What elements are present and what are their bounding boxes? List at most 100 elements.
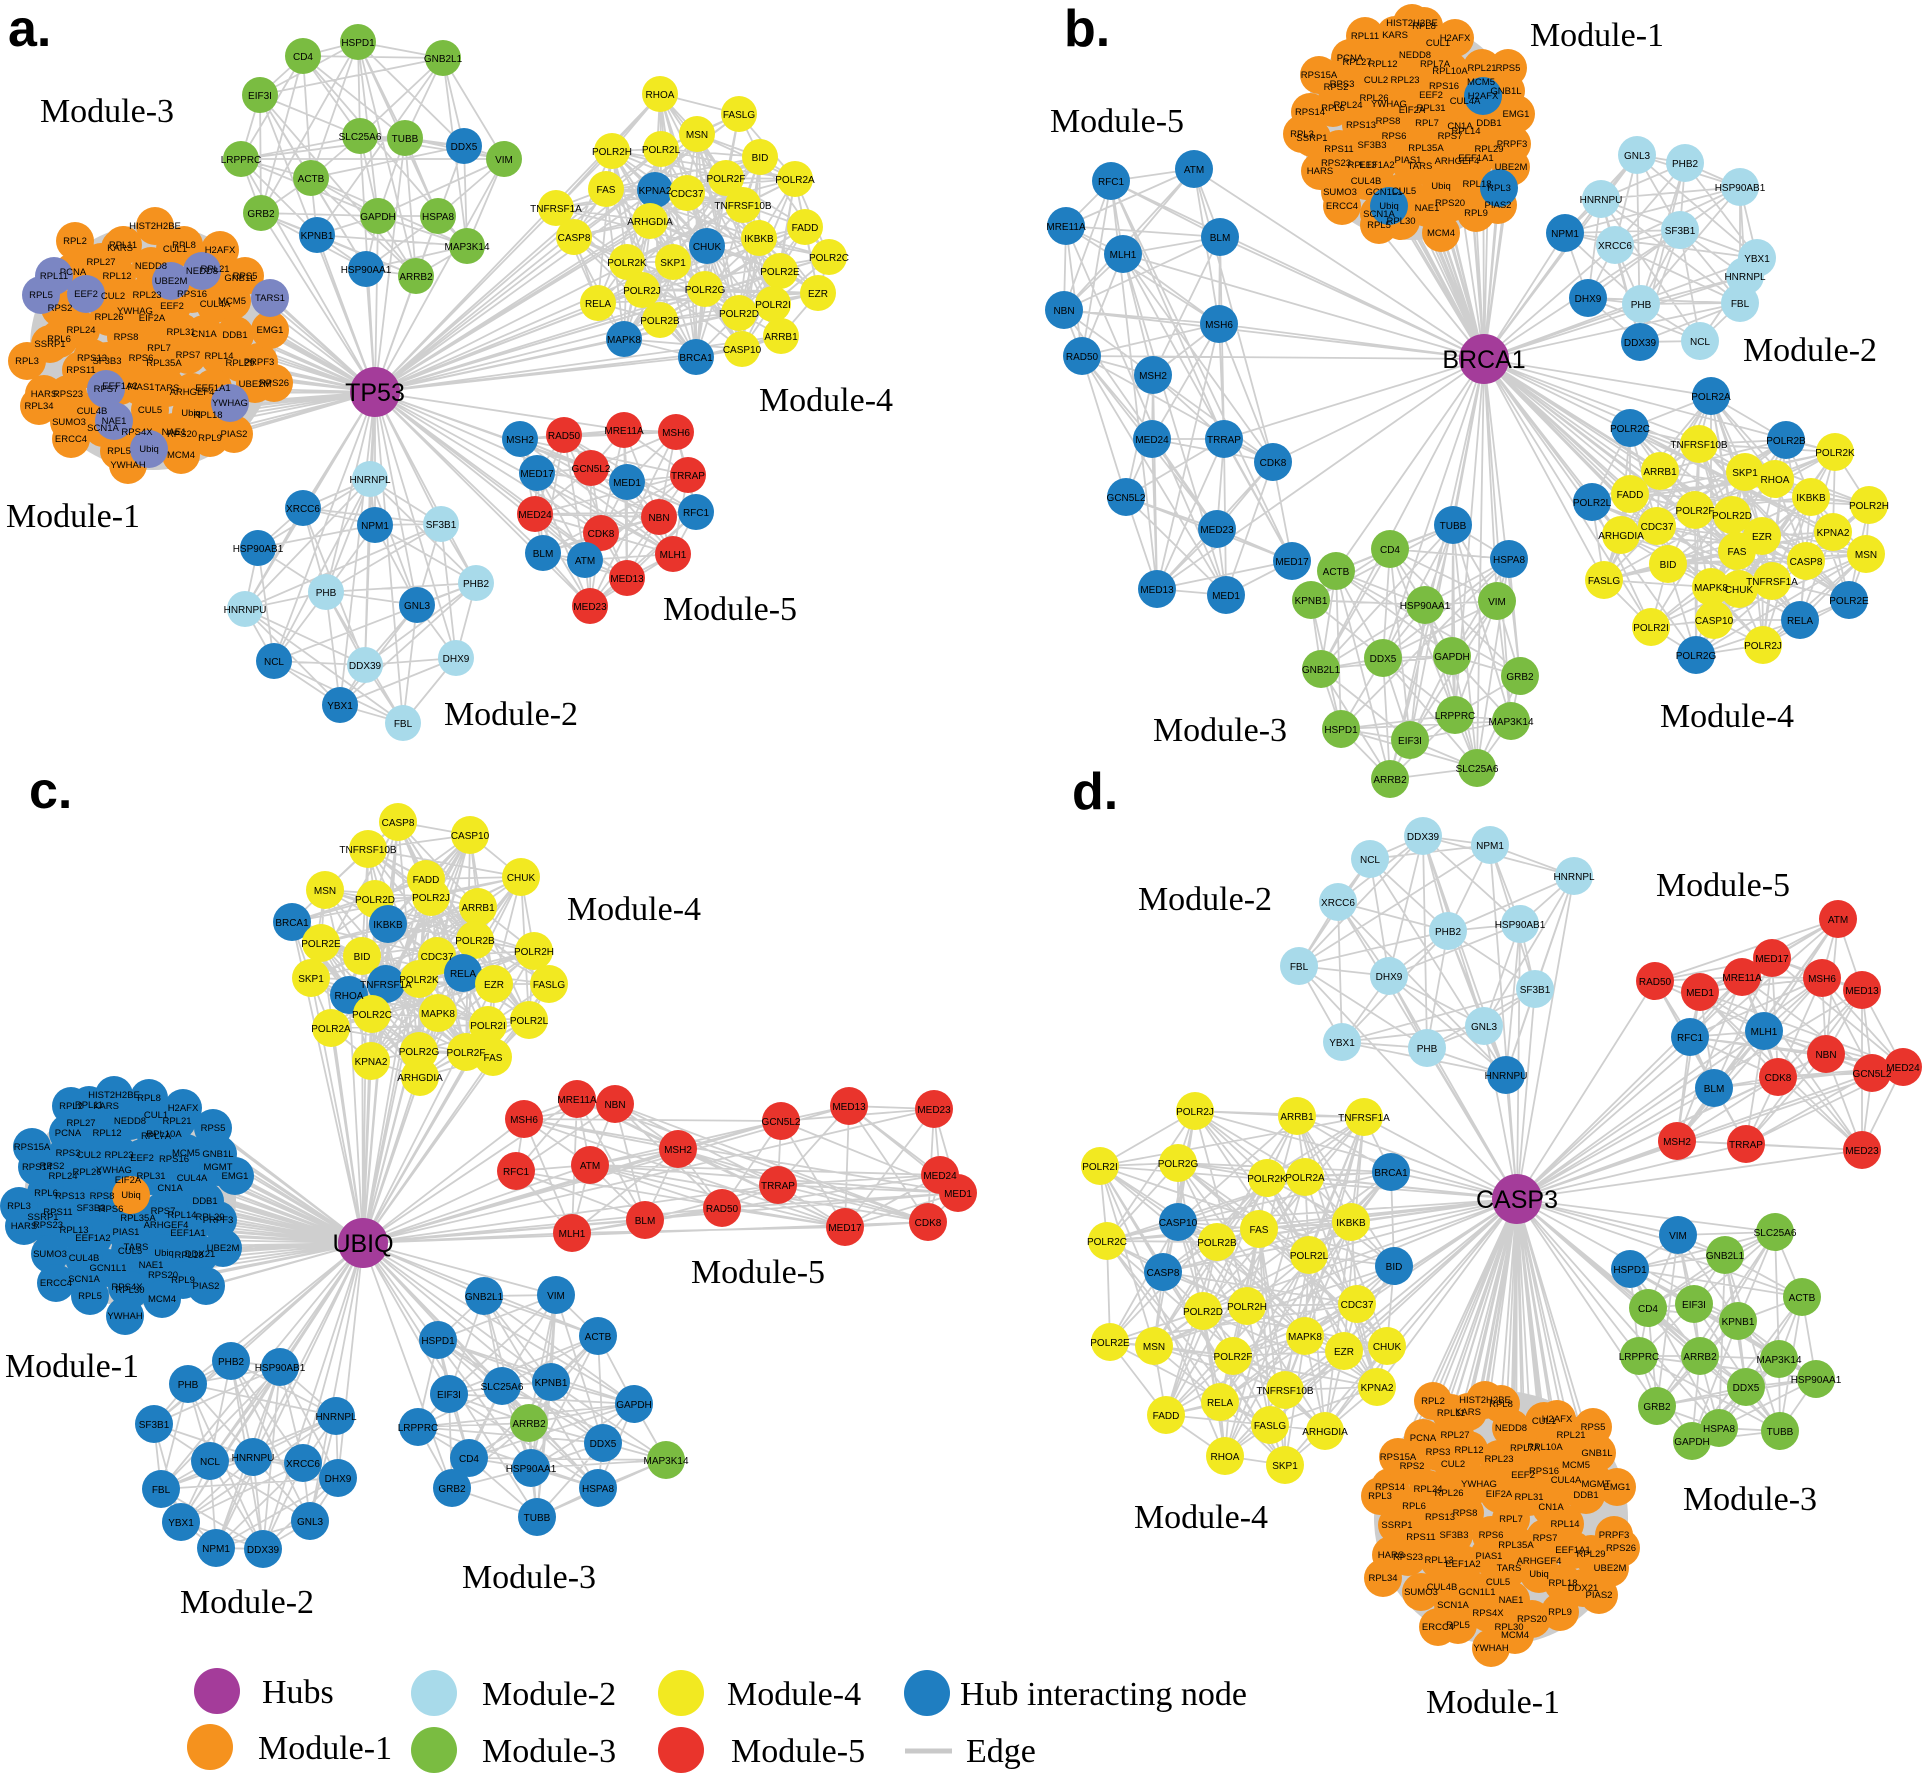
svg-text:EEF1A2: EEF1A2 bbox=[102, 381, 137, 392]
svg-text:ARRB1: ARRB1 bbox=[1280, 1112, 1314, 1123]
svg-text:GNL3: GNL3 bbox=[1471, 1022, 1498, 1033]
svg-text:PCNA: PCNA bbox=[1337, 53, 1364, 64]
svg-text:HSP90AA1: HSP90AA1 bbox=[1400, 601, 1451, 612]
svg-text:DDB1: DDB1 bbox=[1573, 1490, 1598, 1501]
svg-text:RPS11: RPS11 bbox=[43, 1207, 72, 1218]
svg-text:MSN: MSN bbox=[686, 130, 708, 141]
svg-text:MAP3K14: MAP3K14 bbox=[444, 242, 489, 253]
svg-text:MRE11A: MRE11A bbox=[604, 426, 644, 437]
svg-text:POLR2F: POLR2F bbox=[707, 174, 746, 185]
svg-text:b.: b. bbox=[1064, 0, 1110, 58]
svg-text:FADD: FADD bbox=[413, 875, 440, 886]
svg-text:ARRB2: ARRB2 bbox=[1373, 775, 1407, 786]
svg-text:HNRNPU: HNRNPU bbox=[1485, 1071, 1528, 1082]
svg-text:HSPD1: HSPD1 bbox=[1613, 1265, 1647, 1276]
svg-text:HNRNPU: HNRNPU bbox=[224, 605, 267, 616]
svg-text:MED13: MED13 bbox=[1140, 585, 1174, 596]
svg-text:POLR2H: POLR2H bbox=[1849, 501, 1889, 512]
svg-text:MCM5: MCM5 bbox=[218, 296, 246, 307]
svg-text:SUMO3: SUMO3 bbox=[1404, 1587, 1438, 1598]
svg-text:RPL3: RPL3 bbox=[1487, 183, 1511, 194]
svg-text:RPS8: RPS8 bbox=[90, 1191, 115, 1202]
svg-text:TRRAP: TRRAP bbox=[1207, 435, 1241, 446]
svg-text:RPS3: RPS3 bbox=[1426, 1447, 1451, 1458]
svg-text:RAD50: RAD50 bbox=[1639, 977, 1672, 988]
svg-text:TARS: TARS bbox=[155, 383, 180, 394]
svg-text:NEDD8: NEDD8 bbox=[114, 1116, 146, 1127]
svg-text:Module-3: Module-3 bbox=[482, 1733, 616, 1770]
svg-text:ARHGDIA: ARHGDIA bbox=[1598, 531, 1644, 542]
svg-text:ARHGEF4: ARHGEF4 bbox=[144, 1220, 189, 1231]
svg-text:POLR2K: POLR2K bbox=[1247, 1174, 1287, 1185]
svg-text:SF3B1: SF3B1 bbox=[139, 1420, 170, 1431]
svg-text:H2AFX: H2AFX bbox=[1440, 33, 1471, 44]
svg-text:Module-1: Module-1 bbox=[5, 1348, 139, 1385]
svg-text:CHUK: CHUK bbox=[1725, 585, 1754, 596]
svg-text:HSP90AA1: HSP90AA1 bbox=[1791, 1375, 1842, 1386]
svg-text:CD4: CD4 bbox=[293, 52, 313, 63]
svg-text:Module-2: Module-2 bbox=[444, 696, 578, 733]
svg-text:RPL30: RPL30 bbox=[115, 1285, 144, 1296]
svg-text:GCN1L1: GCN1L1 bbox=[90, 1263, 127, 1274]
svg-text:RHOA: RHOA bbox=[335, 991, 364, 1002]
svg-text:RPS6: RPS6 bbox=[99, 1204, 124, 1215]
svg-text:RPS7: RPS7 bbox=[1533, 1533, 1558, 1544]
svg-text:DDX5: DDX5 bbox=[590, 1439, 617, 1450]
svg-text:RPL35A: RPL35A bbox=[120, 1213, 156, 1224]
svg-text:RPL6: RPL6 bbox=[1402, 1501, 1426, 1512]
svg-text:GCN1L1: GCN1L1 bbox=[1366, 187, 1403, 198]
svg-text:MSH2: MSH2 bbox=[1139, 371, 1167, 382]
svg-text:RPL30: RPL30 bbox=[1494, 1622, 1523, 1633]
svg-text:GNB2L1: GNB2L1 bbox=[465, 1292, 504, 1303]
svg-text:UBE2M: UBE2M bbox=[1495, 162, 1528, 173]
svg-text:MED1: MED1 bbox=[1212, 591, 1240, 602]
svg-text:TUBB: TUBB bbox=[392, 134, 419, 145]
svg-text:CUL4B: CUL4B bbox=[69, 1253, 100, 1264]
svg-text:Module-1: Module-1 bbox=[6, 498, 140, 535]
svg-text:EEF1A1: EEF1A1 bbox=[195, 383, 230, 394]
svg-text:POLR2H: POLR2H bbox=[592, 147, 632, 158]
svg-text:UBIQ: UBIQ bbox=[332, 1230, 393, 1258]
svg-text:TNFRSF10B: TNFRSF10B bbox=[1670, 440, 1728, 451]
svg-text:RPS6: RPS6 bbox=[1382, 131, 1407, 142]
svg-text:POLR2E: POLR2E bbox=[1829, 596, 1869, 607]
svg-text:SSRP1: SSRP1 bbox=[34, 339, 65, 350]
svg-text:POLR2G: POLR2G bbox=[1676, 651, 1717, 662]
svg-text:KPNB1: KPNB1 bbox=[535, 1378, 568, 1389]
svg-text:TNFRSF10B: TNFRSF10B bbox=[1256, 1386, 1314, 1397]
svg-text:Module-2: Module-2 bbox=[1138, 881, 1272, 918]
svg-text:RPL35A: RPL35A bbox=[1408, 143, 1444, 154]
svg-text:PHB2: PHB2 bbox=[1672, 159, 1699, 170]
svg-text:RPL26: RPL26 bbox=[1434, 1488, 1463, 1499]
svg-text:FADD: FADD bbox=[1617, 490, 1644, 501]
svg-text:SLC25A6: SLC25A6 bbox=[339, 132, 382, 143]
svg-text:RPL7A: RPL7A bbox=[141, 1131, 172, 1142]
svg-text:POLR2L: POLR2L bbox=[642, 145, 681, 156]
svg-text:POLR2C: POLR2C bbox=[352, 1010, 392, 1021]
svg-text:ATM: ATM bbox=[575, 556, 595, 567]
svg-text:HNRNPL: HNRNPL bbox=[1553, 872, 1595, 883]
svg-text:MSH2: MSH2 bbox=[1663, 1137, 1691, 1148]
svg-text:MSH6: MSH6 bbox=[510, 1115, 538, 1126]
svg-text:RPS16: RPS16 bbox=[1529, 1466, 1559, 1477]
svg-text:PHB2: PHB2 bbox=[463, 579, 490, 590]
svg-text:DDX5: DDX5 bbox=[1733, 1383, 1760, 1394]
svg-text:HSP90AB1: HSP90AB1 bbox=[255, 1363, 306, 1374]
svg-text:d.: d. bbox=[1072, 763, 1118, 821]
svg-text:GNL3: GNL3 bbox=[297, 1517, 324, 1528]
svg-text:Module-5: Module-5 bbox=[663, 591, 797, 628]
svg-text:RPS4X: RPS4X bbox=[111, 1282, 143, 1293]
svg-text:RPS5: RPS5 bbox=[233, 271, 258, 282]
svg-text:RPS15A: RPS15A bbox=[1380, 1452, 1417, 1463]
svg-text:Ubiq: Ubiq bbox=[154, 1248, 174, 1259]
svg-text:FBL: FBL bbox=[1290, 962, 1309, 973]
svg-text:ERCC4: ERCC4 bbox=[1326, 201, 1358, 212]
svg-text:NEDD8: NEDD8 bbox=[1399, 50, 1431, 61]
svg-text:CD4: CD4 bbox=[459, 1454, 479, 1465]
svg-text:RPS4X: RPS4X bbox=[121, 427, 153, 438]
svg-text:RPL11: RPL11 bbox=[1437, 1408, 1465, 1419]
svg-text:Hub interacting node: Hub interacting node bbox=[960, 1676, 1247, 1713]
svg-text:EIF3I: EIF3I bbox=[248, 91, 272, 102]
svg-text:PIAS1: PIAS1 bbox=[113, 1227, 140, 1238]
svg-text:KPNA2: KPNA2 bbox=[355, 1057, 388, 1068]
